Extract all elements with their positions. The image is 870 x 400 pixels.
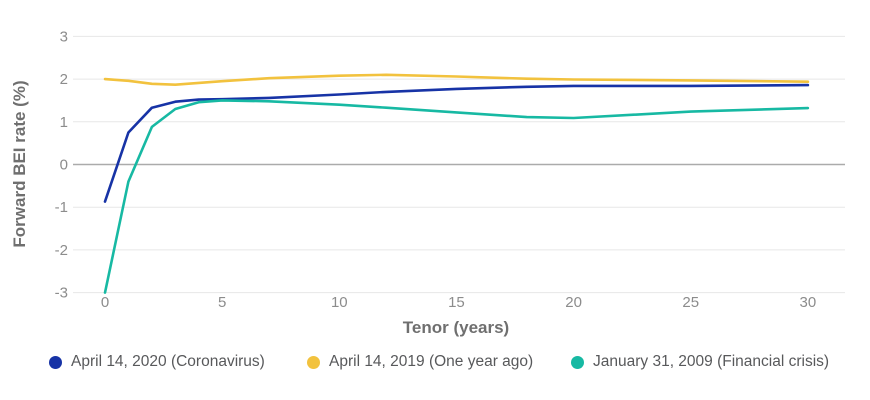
legend-label-april-2020: April 14, 2020 (Coronavirus)	[71, 353, 265, 370]
legend-dot-january-2009	[571, 355, 584, 369]
legend-dot-april-2020	[49, 355, 62, 369]
x-axis-title: Tenor (years)	[403, 318, 509, 337]
y-tick-label: 1	[60, 114, 68, 131]
series-line-2	[103, 99, 810, 294]
legend-item-april-2020: April 14, 2020 (Coronavirus)	[49, 351, 265, 373]
y-tick-label: 3	[60, 28, 68, 45]
x-tick-label: 25	[682, 294, 699, 311]
x-tick-label: 0	[101, 294, 109, 311]
x-axis-tick-labels: 0 5 10 15 20 25 30	[101, 294, 816, 311]
legend-label-january-2009: January 31, 2009 (Financial crisis)	[593, 353, 830, 370]
legend-dot-april-2019	[307, 355, 320, 369]
y-tick-label: 0	[60, 157, 68, 174]
x-tick-label: 30	[800, 294, 817, 311]
series-line-0	[103, 83, 810, 203]
y-tick-label: -1	[55, 199, 68, 216]
series-line-1	[103, 73, 810, 86]
legend: April 14, 2020 (Coronavirus) April 14, 2…	[0, 351, 870, 373]
legend-label-april-2019: April 14, 2019 (One year ago)	[329, 353, 534, 370]
legend-item-january-2009: January 31, 2009 (Financial crisis)	[571, 351, 829, 373]
y-tick-label: -3	[55, 285, 68, 302]
x-tick-label: 5	[218, 294, 226, 311]
y-axis-tick-labels: 3 2 1 0 -1 -2 -3	[55, 28, 68, 301]
series-lines	[103, 73, 810, 294]
x-tick-label: 10	[331, 294, 348, 311]
y-axis-title: Forward BEI rate (%)	[10, 80, 29, 247]
x-tick-label: 15	[448, 294, 465, 311]
x-tick-label: 20	[565, 294, 582, 311]
y-tick-label: -2	[55, 242, 68, 259]
y-tick-label: 2	[60, 71, 68, 88]
legend-item-april-2019: April 14, 2019 (One year ago)	[307, 351, 533, 373]
gridlines	[73, 35, 845, 294]
